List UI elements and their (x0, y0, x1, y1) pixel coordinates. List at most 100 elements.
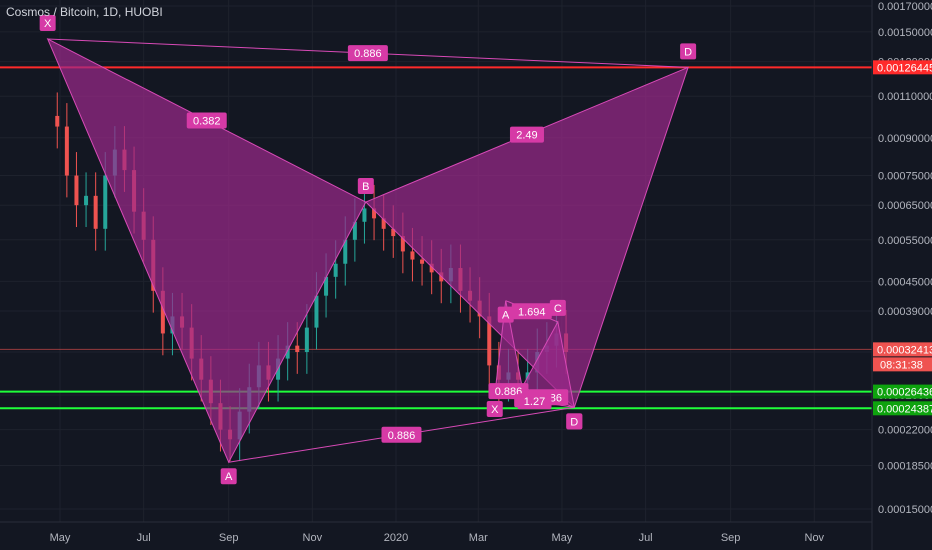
small-pattern-point-badge (486, 401, 503, 418)
y-axis: 0.001700000.001500000.001300000.00110000… (871, 0, 932, 550)
small-pattern-point-c: C (549, 299, 566, 316)
small-pattern-point-label: C (554, 303, 562, 315)
y-tick-label: 0.00045000 (878, 276, 932, 288)
price-flag-bg (873, 342, 932, 357)
y-tick-label: 0.00150000 (878, 27, 932, 39)
big-pattern-ratio-label: 0.382 (193, 115, 221, 127)
small-pattern-ratio-label: 1.27 (524, 396, 545, 408)
price-flag-value: 0.00126445 (877, 62, 932, 74)
small-pattern-point-badge (566, 413, 583, 430)
big-pattern-point-d: D (680, 43, 697, 60)
small-pattern-point-a: A (497, 306, 514, 323)
big-pattern-ratio-2: 0.886 (347, 45, 388, 62)
small-pattern-point-label: X (491, 404, 499, 416)
x-axis: May Jul Sep Nov 2020 Mar May Jul Sep Nov (0, 521, 872, 544)
big-pattern-point-badge (220, 468, 237, 485)
big-pattern-triangle-bcd (364, 66, 689, 409)
price-flag-bg (873, 401, 932, 416)
big-pattern-ratio-3: 0.886 (381, 426, 422, 443)
big-pattern-point-badge (39, 14, 56, 31)
candle-body (362, 208, 367, 222)
candle-body (420, 259, 425, 264)
harmonic-patterns: XABCD0.3822.490.8860.886XABCD0.8860.7861… (39, 14, 697, 485)
candle-body (84, 195, 89, 206)
price-flag: 0.00024387 (873, 401, 932, 416)
price-flag-value: 0.00024387 (877, 403, 932, 415)
y-tick-label: 0.00022000 (878, 425, 932, 437)
countdown-value: 08:31:38 (880, 359, 923, 371)
big-pattern-ratio-0: 0.382 (186, 112, 227, 129)
candle-body (93, 195, 98, 229)
y-axis-bg (872, 0, 932, 550)
candle-body (429, 263, 434, 273)
small-pattern-point-x: X (486, 401, 503, 418)
y-tick-label: 0.00055000 (878, 235, 932, 247)
small-pattern-point-badge (497, 306, 514, 323)
big-pattern-ratio-badge (186, 112, 227, 129)
big-pattern-point-x: X (39, 14, 56, 31)
big-pattern-point-label: X (44, 18, 52, 30)
big-pattern-point-label: A (225, 471, 233, 483)
x-tick-label: Mar (469, 532, 488, 544)
big-pattern-point-badge (680, 43, 697, 60)
candle-body (410, 251, 415, 260)
big-pattern-ratio-label: 0.886 (354, 48, 382, 60)
small-pattern-ratio-badge (511, 303, 552, 320)
big-pattern-point-b: B (357, 178, 374, 195)
big-pattern-ratio-badge (509, 126, 544, 143)
x-tick-label: May (50, 532, 71, 544)
price-flag-bg (873, 384, 932, 399)
y-tick-label: 0.00039000 (878, 306, 932, 318)
y-tick-label: 0.00015000 (878, 504, 932, 516)
small-pattern-ratio-2: 1.27 (517, 393, 552, 410)
big-pattern-point-label: D (684, 46, 692, 58)
countdown-bg (873, 357, 932, 372)
x-tick-label: Nov (805, 532, 825, 544)
x-tick-label: Nov (303, 532, 323, 544)
candle-body (352, 221, 357, 240)
candle-body (285, 345, 290, 359)
candle-body (295, 345, 300, 353)
small-pattern-ratio-label: 0.886 (495, 386, 523, 398)
small-pattern-point-badge (549, 299, 566, 316)
chart-title: Cosmos / Bitcoin, 1D, HUOBI (6, 5, 163, 19)
price-flag-value: 0.00032413 (877, 344, 932, 356)
small-pattern-point-label: A (502, 310, 510, 322)
small-pattern-point-label: D (570, 416, 578, 428)
candle-body (372, 208, 377, 219)
big-pattern-ratio-1: 2.49 (509, 126, 544, 143)
candle-body (324, 276, 329, 296)
price-flag: 0.00026436 (873, 384, 932, 399)
y-tick-label: 0.00065000 (878, 200, 932, 212)
y-tick-label: 0.00075000 (878, 171, 932, 183)
big-pattern-ratio-badge (381, 426, 422, 443)
y-tick-label: 0.00110000 (878, 91, 932, 103)
candle-body (103, 175, 108, 229)
big-pattern-ratio-label: 2.49 (516, 130, 537, 142)
small-pattern-ratio-badge (517, 393, 552, 410)
y-tick-label: 0.00018500 (878, 461, 932, 473)
big-pattern-point-badge (357, 178, 374, 195)
price-flag-value: 0.00026436 (877, 387, 932, 399)
price-levels (0, 66, 872, 410)
small-pattern-ratio-3: 1.694 (511, 303, 552, 320)
candle-body (160, 290, 165, 334)
x-tick-label: Sep (721, 532, 741, 544)
small-pattern-ratio-label: 1.694 (518, 306, 546, 318)
candle-body (64, 126, 69, 176)
candle-body (391, 228, 396, 237)
candle-body (343, 239, 348, 264)
candle-body (314, 295, 319, 328)
x-tick-label: Jul (137, 532, 151, 544)
x-tick-label: May (552, 532, 573, 544)
x-tick-label: Jul (639, 532, 653, 544)
candle-body (525, 372, 530, 380)
big-pattern-ratio-badge (347, 45, 388, 62)
candle-body (74, 175, 79, 206)
big-pattern-ratio-label: 0.886 (388, 430, 416, 442)
price-flag: 0.00126445 (873, 60, 932, 75)
price-flag-bg (873, 60, 932, 75)
candle-body (333, 263, 338, 277)
big-pattern-point-label: B (362, 181, 369, 193)
